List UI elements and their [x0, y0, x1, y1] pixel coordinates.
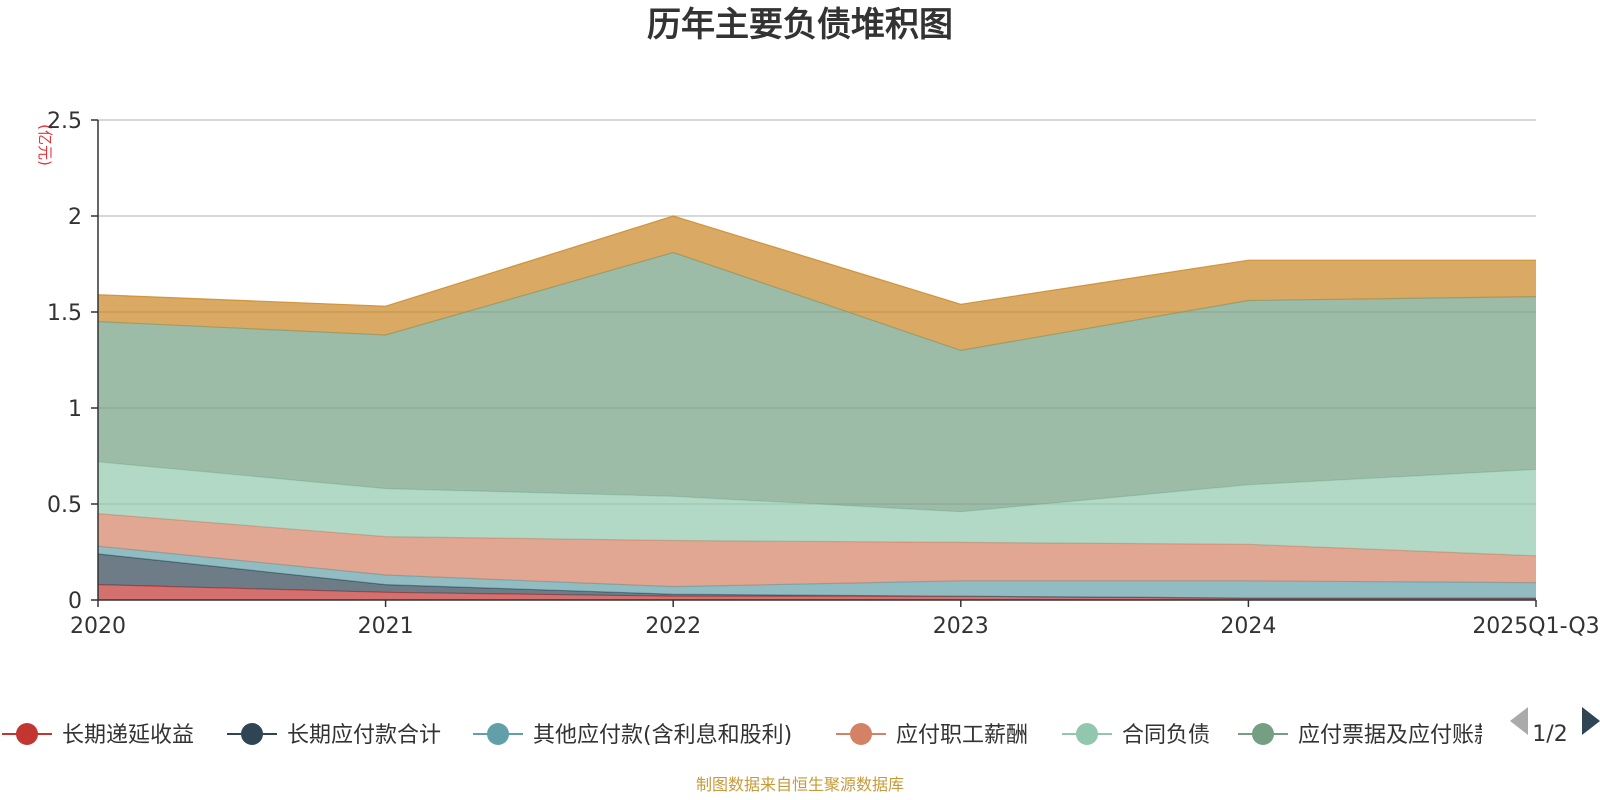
legend-marker-0	[16, 723, 38, 745]
area-3	[98, 513, 1536, 587]
legend-label-5: 应付票据及应付账款	[1298, 723, 1496, 748]
x-tick-label-1: 2021	[358, 614, 414, 639]
legend-pager: 1/2	[1510, 707, 1600, 747]
chart-title: 历年主要负债堆积图	[647, 5, 953, 45]
legend-marker-1	[241, 723, 263, 745]
legend-label-1: 长期应付款合计	[287, 723, 441, 748]
legend-label-0: 长期递延收益	[62, 723, 194, 748]
x-tick-label-0: 2020	[70, 614, 126, 639]
legend-marker-4	[1076, 723, 1098, 745]
legend-prev-icon[interactable]	[1510, 707, 1528, 735]
legend-label-2: 其他应付款(含利息和股利)	[533, 723, 792, 748]
y-tick-label-3: 1.5	[47, 301, 82, 326]
legend-next-icon[interactable]	[1582, 707, 1600, 735]
legend: 长期递延收益 长期应付款合计 其他应付款(含利息和股利) 应付职工薪酬 合同负债 应付票据…	[2, 723, 1496, 748]
y-tick-label-4: 2	[68, 205, 82, 230]
legend-label-3: 应付职工薪酬	[896, 723, 1028, 748]
legend-marker-5	[1252, 723, 1274, 745]
y-tick-label-0: 0	[68, 589, 82, 614]
area-4	[98, 461, 1536, 556]
y-tick-label-1: 0.5	[47, 493, 82, 518]
x-tick-label-5: 2025Q1-Q3	[1472, 614, 1599, 639]
legend-page-indicator: 1/2	[1532, 722, 1567, 747]
x-tick-label-2: 2022	[645, 614, 701, 639]
y-tick-label-2: 1	[68, 397, 82, 422]
legend-marker-2	[487, 723, 509, 745]
legend-marker-3	[850, 723, 872, 745]
area-2	[98, 546, 1536, 599]
area-6	[98, 216, 1536, 351]
area-line-6	[97, 215, 1536, 307]
y-tick-label-5: 2.5	[47, 109, 82, 134]
axes: 0 0.5 1 1.5 2 2.5 2020 2021 2022 2023 2024 2025Q1-Q…	[47, 109, 1600, 639]
x-tick-label-3: 2023	[933, 614, 989, 639]
area-series	[97, 215, 1537, 600]
legend-label-4: 合同负债	[1122, 723, 1210, 748]
source-note: 制图数据来自恒生聚源数据库	[696, 775, 904, 794]
x-tick-label-4: 2024	[1220, 614, 1276, 639]
area-5	[98, 252, 1536, 512]
area-0	[98, 584, 1536, 600]
y-axis-unit: (亿元)	[36, 124, 54, 166]
